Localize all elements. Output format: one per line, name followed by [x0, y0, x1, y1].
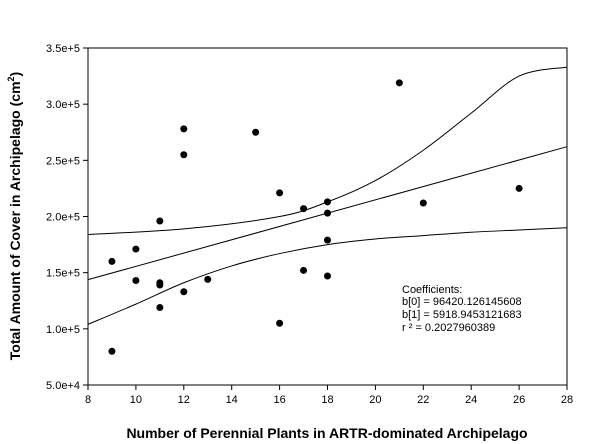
y-tick-label: 2.0e+5 — [46, 212, 80, 224]
x-axis-label: Number of Perennial Plants in ARTR-domin… — [126, 425, 527, 441]
data-point — [180, 125, 188, 133]
x-tick-label: 10 — [130, 394, 142, 406]
data-point — [276, 189, 284, 197]
y-tick-label: 3.5e+5 — [46, 43, 80, 55]
data-point — [180, 288, 188, 296]
data-point — [395, 79, 403, 87]
coefficients-annotation: Coefficients: b[0] = 96420.126145608 b[1… — [402, 284, 522, 334]
y-axis-label: Total Amount of Cover in Archipelago (cm… — [6, 72, 23, 360]
data-point — [515, 184, 523, 192]
y-axis-label-text: Total Amount of Cover in Archipelago (cm — [7, 81, 23, 360]
data-point — [204, 275, 212, 283]
y-tick-label: 2.5e+5 — [46, 155, 80, 167]
y-tick-label: 1.5e+5 — [46, 268, 80, 280]
x-tick-label: 22 — [417, 394, 429, 406]
y-tick-label: 1.0e+5 — [46, 324, 80, 336]
y-tick-label: 3.0e+5 — [46, 99, 80, 111]
x-tick-label: 20 — [369, 394, 381, 406]
x-tick-label: 24 — [465, 394, 477, 406]
data-point — [108, 257, 116, 265]
axis-ticks: 8 10 12 14 16 18 20 22 24 26 28 5.0e+4 1.0e+5 1.5e+5 2… — [46, 43, 573, 406]
data-point — [324, 198, 331, 206]
coefficient-b0: b[0] = 96420.126145608 — [402, 296, 522, 308]
data-point — [156, 217, 164, 225]
data-point — [324, 236, 331, 244]
y-axis-label-close: ) — [7, 72, 23, 77]
data-point — [132, 245, 140, 253]
coefficient-b1: b[1] = 5918.9453121683 — [402, 309, 522, 321]
x-tick-label: 14 — [226, 394, 238, 406]
x-tick-label: 26 — [513, 394, 525, 406]
data-point — [156, 281, 164, 289]
coefficients-title: Coefficients: — [402, 284, 462, 296]
data-point — [132, 277, 140, 285]
x-tick-label: 18 — [321, 394, 333, 406]
data-point — [156, 303, 164, 311]
data-point — [419, 199, 427, 207]
x-tick-label: 16 — [273, 394, 285, 406]
data-point — [252, 128, 260, 136]
x-tick-label: 28 — [561, 394, 573, 406]
data-point — [180, 151, 188, 159]
coefficient-r-squared: r ² = 0.2027960389 — [402, 322, 495, 334]
x-tick-label: 12 — [178, 394, 190, 406]
y-axis-label-superscript: 2 — [6, 76, 16, 81]
upper-confidence-band — [87, 66, 568, 235]
data-point — [300, 266, 308, 274]
data-point — [276, 319, 284, 327]
data-point — [324, 272, 331, 280]
data-points — [108, 79, 523, 355]
data-point — [300, 205, 308, 213]
lower-confidence-band — [87, 227, 568, 325]
data-point — [108, 347, 116, 355]
data-point — [324, 209, 331, 217]
y-tick-label: 5.0e+4 — [46, 380, 80, 392]
x-tick-label: 8 — [85, 394, 91, 406]
